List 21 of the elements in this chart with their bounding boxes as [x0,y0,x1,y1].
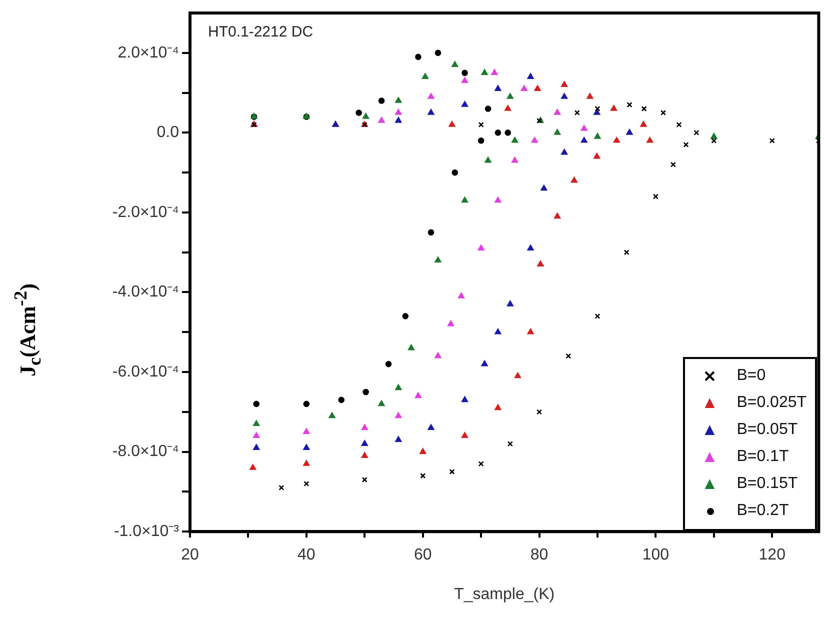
y-tick-label: 2.0×10⁻⁴ [118,44,180,62]
legend-label: B=0.1T [736,448,789,466]
y-tick-label: 0.0 [156,124,180,142]
legend-label: B=0.05T [736,421,798,440]
x-tick-label: 100 [642,546,670,564]
legend-label: B=0.2T [736,502,789,520]
x-axis-title: T_sample_(K) [454,586,555,603]
x-tick-label: 120 [758,546,786,564]
y-tick-label: -2.0×10⁻⁴ [112,204,180,221]
legend-label: B=0 [736,367,766,386]
x-tick-label: 60 [414,546,432,564]
y-tick-label: -8.0×10⁻⁴ [112,443,180,460]
annotation: HT0.1-2212 DC [208,24,314,41]
y-tick-label: -6.0×10⁻⁴ [112,363,180,380]
x-tick-label: 80 [530,546,548,564]
x-tick-label: 40 [298,546,316,564]
legend-label: B=0.15T [736,475,798,494]
legend-label: B=0.025T [736,394,807,412]
x-tick-label: 20 [181,546,199,564]
y-tick-label: -1.0×10⁻³ [114,523,180,540]
y-tick-label: -4.0×10⁻⁴ [112,284,180,301]
